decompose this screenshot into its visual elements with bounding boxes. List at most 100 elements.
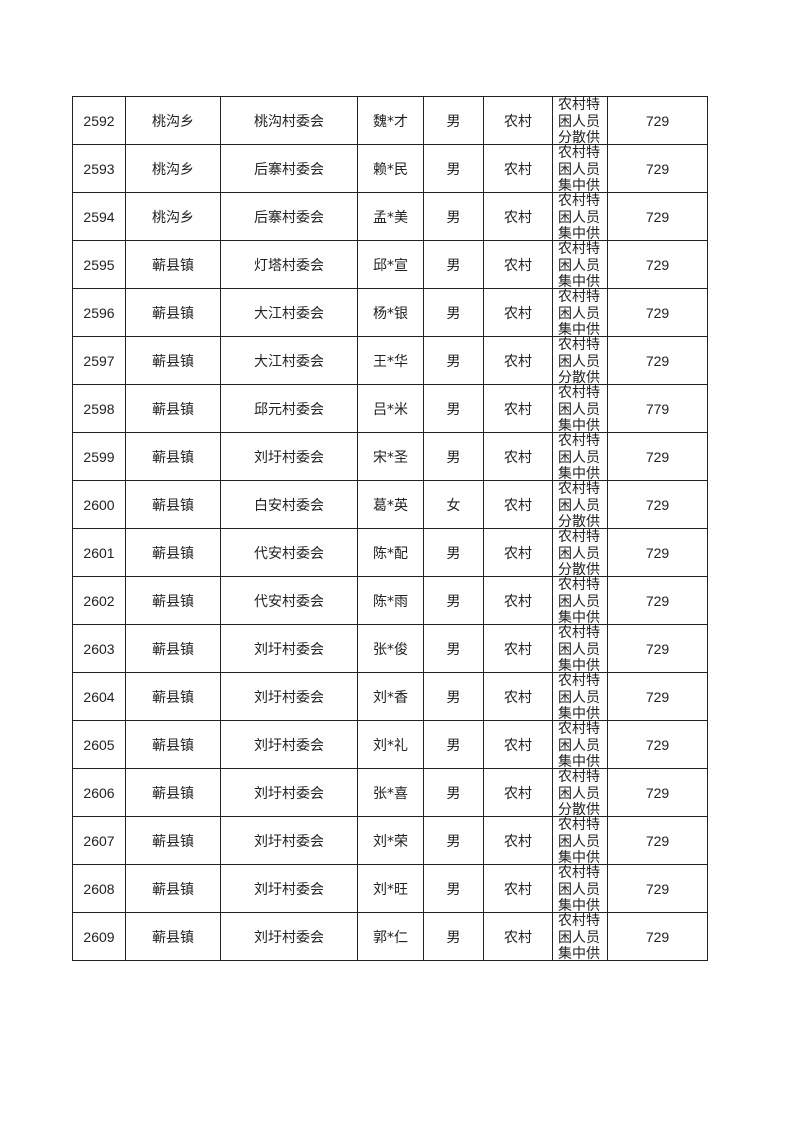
support-type-cell: 农村特困人员分散供 [552,528,608,577]
support-type-cell: 农村特困人员集中供 [552,384,608,433]
area-cell: 农村 [483,528,553,577]
name-cell: 刘*旺 [357,864,424,913]
area-cell: 农村 [483,240,553,289]
gender-cell: 男 [423,864,484,913]
support-type-text: 农村特困人员集中供 [558,145,600,192]
amount-cell: 729 [607,144,708,193]
support-type-text: 农村特困人员集中供 [558,385,600,432]
village-cell: 灯塔村委会 [220,240,358,289]
area-cell: 农村 [483,720,553,769]
name-cell: 魏*才 [357,96,424,145]
town-cell: 蕲县镇 [125,912,221,961]
support-type-text: 农村特困人员集中供 [558,673,600,720]
area-cell: 农村 [483,384,553,433]
town-cell: 蕲县镇 [125,816,221,865]
table-row: 2609 蕲县镇 刘圩村委会 郭*仁男农村 农村特困人员集中供 729 [72,912,708,961]
support-type-cell: 农村特困人员分散供 [552,336,608,385]
support-type-cell: 农村特困人员分散供 [552,96,608,145]
town-cell: 蕲县镇 [125,672,221,721]
town-cell: 桃沟乡 [125,96,221,145]
gender-cell: 男 [423,96,484,145]
support-type-text: 农村特困人员集中供 [558,433,600,480]
name-cell: 刘*荣 [357,816,424,865]
gender-cell: 男 [423,768,484,817]
village-cell: 刘圩村委会 [220,768,358,817]
area-cell: 农村 [483,288,553,337]
area-cell: 农村 [483,624,553,673]
support-type-cell: 农村特困人员集中供 [552,240,608,289]
amount-cell: 729 [607,768,708,817]
row-number: 2606 [72,768,126,817]
town-cell: 蕲县镇 [125,720,221,769]
village-cell: 刘圩村委会 [220,912,358,961]
name-cell: 郭*仁 [357,912,424,961]
records-table: 2592 桃沟乡 桃沟村委会 魏*才男农村 农村特困人员分散供 729 2593 桃沟乡 后寨村… [72,96,708,961]
village-cell: 刘圩村委会 [220,720,358,769]
support-type-cell: 农村特困人员集中供 [552,288,608,337]
amount-cell: 729 [607,672,708,721]
amount-cell: 779 [607,384,708,433]
row-number: 2598 [72,384,126,433]
name-cell: 赖*民 [357,144,424,193]
name-cell: 张*俊 [357,624,424,673]
amount-cell: 729 [607,912,708,961]
gender-cell: 男 [423,624,484,673]
gender-cell: 男 [423,576,484,625]
support-type-text: 农村特困人员分散供 [558,481,600,528]
row-number: 2607 [72,816,126,865]
support-type-cell: 农村特困人员集中供 [552,720,608,769]
table-row: 2603 蕲县镇 刘圩村委会 张*俊男农村 农村特困人员集中供 729 [72,624,708,673]
support-type-cell: 农村特困人员集中供 [552,432,608,481]
town-cell: 蕲县镇 [125,528,221,577]
table-row: 2602 蕲县镇 代安村委会 陈*雨男农村 农村特困人员集中供 729 [72,576,708,625]
table-row: 2606 蕲县镇 刘圩村委会 张*喜男农村 农村特困人员分散供 729 [72,768,708,817]
row-number: 2604 [72,672,126,721]
row-number: 2603 [72,624,126,673]
town-cell: 蕲县镇 [125,768,221,817]
amount-cell: 729 [607,624,708,673]
area-cell: 农村 [483,768,553,817]
area-cell: 农村 [483,432,553,481]
table-row: 2607 蕲县镇 刘圩村委会 刘*荣男农村 农村特困人员集中供 729 [72,816,708,865]
town-cell: 蕲县镇 [125,576,221,625]
name-cell: 刘*礼 [357,720,424,769]
area-cell: 农村 [483,480,553,529]
support-type-cell: 农村特困人员分散供 [552,768,608,817]
area-cell: 农村 [483,192,553,241]
name-cell: 邱*宣 [357,240,424,289]
support-type-text: 农村特困人员集中供 [558,817,600,864]
support-type-cell: 农村特困人员集中供 [552,144,608,193]
table-row: 2600 蕲县镇 白安村委会 葛*英女农村 农村特困人员分散供 729 [72,480,708,529]
area-cell: 农村 [483,912,553,961]
amount-cell: 729 [607,576,708,625]
name-cell: 陈*雨 [357,576,424,625]
village-cell: 大江村委会 [220,336,358,385]
village-cell: 后寨村委会 [220,144,358,193]
amount-cell: 729 [607,288,708,337]
village-cell: 桃沟村委会 [220,96,358,145]
support-type-text: 农村特困人员分散供 [558,529,600,576]
area-cell: 农村 [483,336,553,385]
table-row: 2608 蕲县镇 刘圩村委会 刘*旺男农村 农村特困人员集中供 729 [72,864,708,913]
gender-cell: 男 [423,288,484,337]
gender-cell: 男 [423,384,484,433]
area-cell: 农村 [483,576,553,625]
support-type-cell: 农村特困人员集中供 [552,816,608,865]
gender-cell: 女 [423,480,484,529]
table-row: 2594 桃沟乡 后寨村委会 孟*美男农村 农村特困人员集中供 729 [72,192,708,241]
gender-cell: 男 [423,144,484,193]
row-number: 2601 [72,528,126,577]
amount-cell: 729 [607,528,708,577]
row-number: 2599 [72,432,126,481]
name-cell: 葛*英 [357,480,424,529]
support-type-cell: 农村特困人员集中供 [552,912,608,961]
gender-cell: 男 [423,816,484,865]
amount-cell: 729 [607,432,708,481]
name-cell: 孟*美 [357,192,424,241]
support-type-cell: 农村特困人员分散供 [552,480,608,529]
row-number: 2608 [72,864,126,913]
town-cell: 蕲县镇 [125,432,221,481]
village-cell: 刘圩村委会 [220,816,358,865]
area-cell: 农村 [483,144,553,193]
table-row: 2605 蕲县镇 刘圩村委会 刘*礼男农村 农村特困人员集中供 729 [72,720,708,769]
